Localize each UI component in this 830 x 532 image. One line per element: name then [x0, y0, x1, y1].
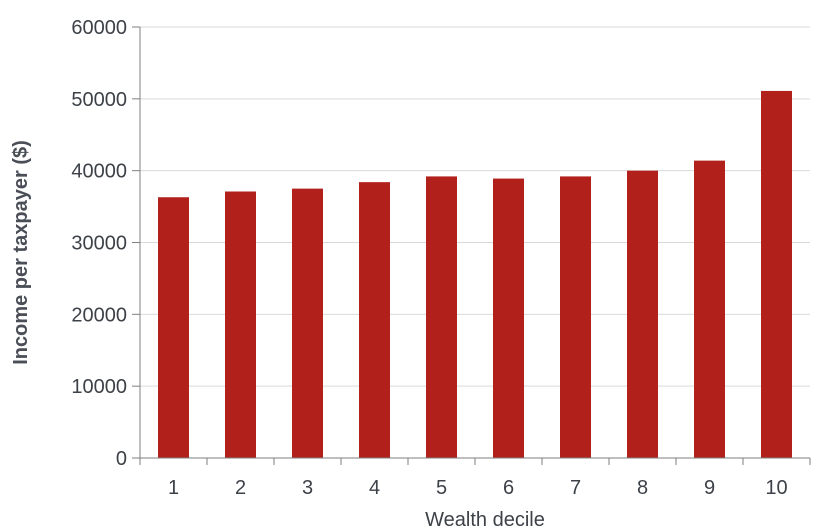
- x-tick-label: 6: [503, 477, 514, 499]
- x-tick-label: 3: [302, 477, 313, 499]
- bar-decile-8: [627, 170, 658, 458]
- bar-decile-4: [359, 182, 390, 458]
- x-tick-label: 2: [235, 477, 246, 499]
- y-tick-label: 10000: [71, 376, 127, 398]
- x-axis-title: Wealth decile: [425, 509, 545, 531]
- y-tick-label: 30000: [71, 233, 127, 255]
- y-tick-label: 0: [116, 448, 127, 470]
- bar-decile-3: [292, 188, 323, 458]
- y-axis-title: Income per taxpayer ($): [10, 140, 32, 365]
- bars: [158, 90, 792, 459]
- bar-decile-9: [694, 160, 725, 459]
- y-tick-label: 60000: [71, 17, 127, 39]
- x-tick-label: 8: [637, 477, 648, 499]
- x-tick-label: 5: [436, 477, 447, 499]
- x-tick-label: 1: [168, 477, 179, 499]
- bar-decile-1: [158, 197, 189, 458]
- bar-decile-5: [426, 176, 457, 458]
- y-tick-label: 50000: [71, 89, 127, 111]
- bar-decile-2: [225, 191, 256, 458]
- y-tick-label: 40000: [71, 161, 127, 183]
- x-tick-label: 7: [570, 477, 581, 499]
- bar-decile-7: [560, 176, 591, 458]
- x-tick-label: 10: [765, 477, 787, 499]
- y-tick-labels: 0 10000 20000 30000 40000 50000 60000: [71, 17, 140, 470]
- x-tick-label: 9: [704, 477, 715, 499]
- x-tick-labels: 1 2 3 4 5 6 7 8 9 10: [139, 458, 811, 499]
- y-tick-label: 20000: [71, 304, 127, 326]
- bar-decile-6: [493, 178, 524, 458]
- bar-decile-10: [761, 90, 792, 458]
- x-tick-label: 4: [369, 477, 380, 499]
